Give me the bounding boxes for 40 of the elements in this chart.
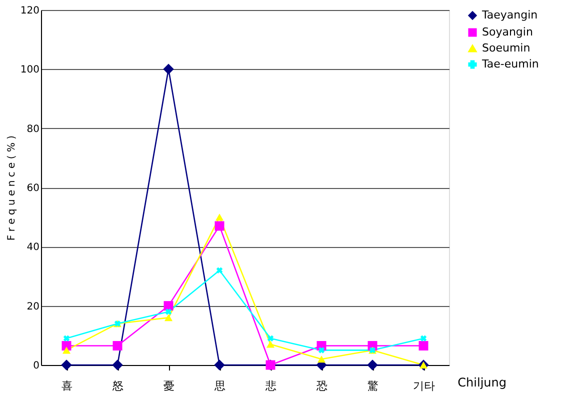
point [267,335,274,342]
y-tick-label: 20 [26,301,40,312]
y-tick-label: 100 [20,64,40,76]
legend-label: Soeumin [482,42,530,54]
point [216,267,223,274]
point [63,335,70,342]
point [61,360,72,370]
x-tick-label: 喜 [62,380,72,392]
y-tick-label: 40 [26,242,40,254]
point [418,341,428,351]
point [163,64,174,75]
point [164,314,173,322]
point [317,356,326,363]
point [165,308,172,315]
x-tick-label: 悲 [264,380,276,392]
y-tick-label: 0 [33,360,40,372]
point [215,214,224,221]
y-tick-label: 80 [26,124,40,135]
point [266,340,275,348]
y-axis-title: F r e q u e n c e ( % ) [6,135,18,241]
point [112,360,123,370]
y-tick-label: 120 [20,6,40,16]
legend-label: Soyangin [482,26,533,38]
x-tick-label: 憂 [164,380,174,392]
point [214,221,224,231]
point [112,341,122,351]
legend-label: Tae-eumin [481,58,539,70]
point [62,346,71,354]
x-tick-label: 驚 [368,380,378,392]
x-tick-label: 怒 [112,380,124,392]
point [318,347,325,354]
point [420,335,427,342]
x-tick-label: 恐 [316,380,328,392]
legend-label: Taeyangin [481,8,538,22]
x-tick-label: 思 [214,380,226,392]
x-axis-title: Chiljung [458,376,506,390]
point [367,360,378,370]
x-tick-label: 기타 [413,380,435,392]
point [214,360,225,370]
y-tick-label: 60 [26,183,40,194]
